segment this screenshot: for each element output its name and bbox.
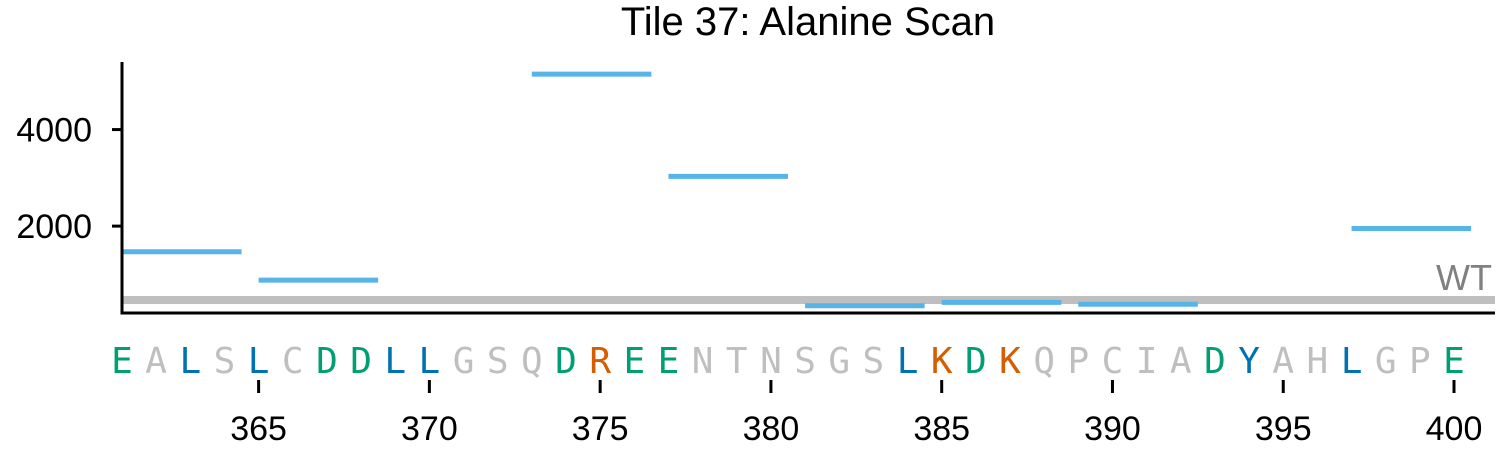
chart-title: Tile 37: Alanine Scan: [621, 0, 995, 44]
sequence-residue: L: [179, 341, 201, 382]
sequence-residue: E: [1443, 341, 1465, 382]
sequence-residue: P: [1409, 341, 1431, 382]
sequence-residue: D: [1204, 341, 1226, 382]
sequence-residue: D: [350, 341, 372, 382]
sequence-residue: T: [726, 341, 748, 382]
sequence-residue: Q: [1033, 341, 1055, 382]
sequence-residue: D: [555, 341, 577, 382]
wt-label: WT: [1436, 257, 1492, 298]
y-tick-label: 4000: [16, 112, 92, 150]
sequence-residue: A: [1272, 341, 1294, 382]
y-tick-label: 2000: [16, 208, 92, 246]
sequence-residue: S: [214, 341, 236, 382]
sequence-residue: C: [1102, 341, 1124, 382]
sequence-residue: N: [760, 341, 782, 382]
sequence-residue: I: [1136, 341, 1158, 382]
sequence-residue: G: [828, 341, 850, 382]
x-tick-label: 365: [230, 410, 287, 448]
sequence-residue: E: [111, 341, 133, 382]
x-tick-label: 395: [1255, 410, 1312, 448]
sequence-residue: L: [384, 341, 406, 382]
sequence-residue: A: [1170, 341, 1192, 382]
sequence-residue: E: [658, 341, 680, 382]
sequence-residue: L: [419, 341, 441, 382]
sequence-residue: L: [248, 341, 270, 382]
sequence-residue: H: [1307, 341, 1329, 382]
x-tick-label: 390: [1084, 410, 1141, 448]
sequence-residue: L: [1341, 341, 1363, 382]
sequence-residue: L: [897, 341, 919, 382]
sequence-residue: P: [1067, 341, 1089, 382]
sequence-residue: K: [999, 341, 1021, 382]
sequence-residue: Y: [1238, 341, 1260, 382]
sequence-residue: D: [316, 341, 338, 382]
sequence-residue: D: [965, 341, 987, 382]
x-tick-label: 385: [913, 410, 970, 448]
sequence-residue: C: [282, 341, 304, 382]
x-tick-label: 380: [743, 410, 800, 448]
sequence-residue: S: [794, 341, 816, 382]
sequence-residue: K: [931, 341, 953, 382]
sequence-residue: G: [1375, 341, 1397, 382]
sequence-residue: Q: [521, 341, 543, 382]
x-tick-label: 400: [1426, 410, 1483, 448]
sequence-residue: S: [487, 341, 509, 382]
sequence-residue: G: [453, 341, 475, 382]
sequence-residue: S: [863, 341, 885, 382]
sequence-residue: E: [623, 341, 645, 382]
sequence-residue: A: [145, 341, 167, 382]
sequence-residue: R: [589, 341, 611, 382]
x-tick-label: 375: [572, 410, 629, 448]
sequence-residue: N: [692, 341, 714, 382]
x-tick-label: 370: [401, 410, 458, 448]
